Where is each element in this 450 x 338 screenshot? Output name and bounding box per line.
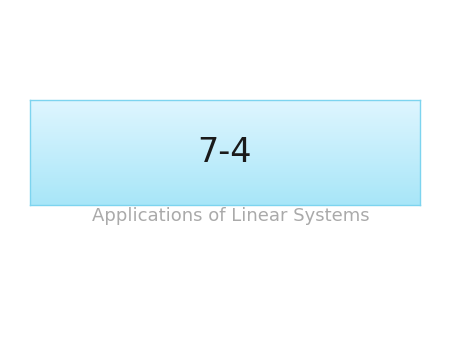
Text: 7-4: 7-4 [198,136,252,169]
Text: Applications of Linear Systems: Applications of Linear Systems [92,207,369,225]
